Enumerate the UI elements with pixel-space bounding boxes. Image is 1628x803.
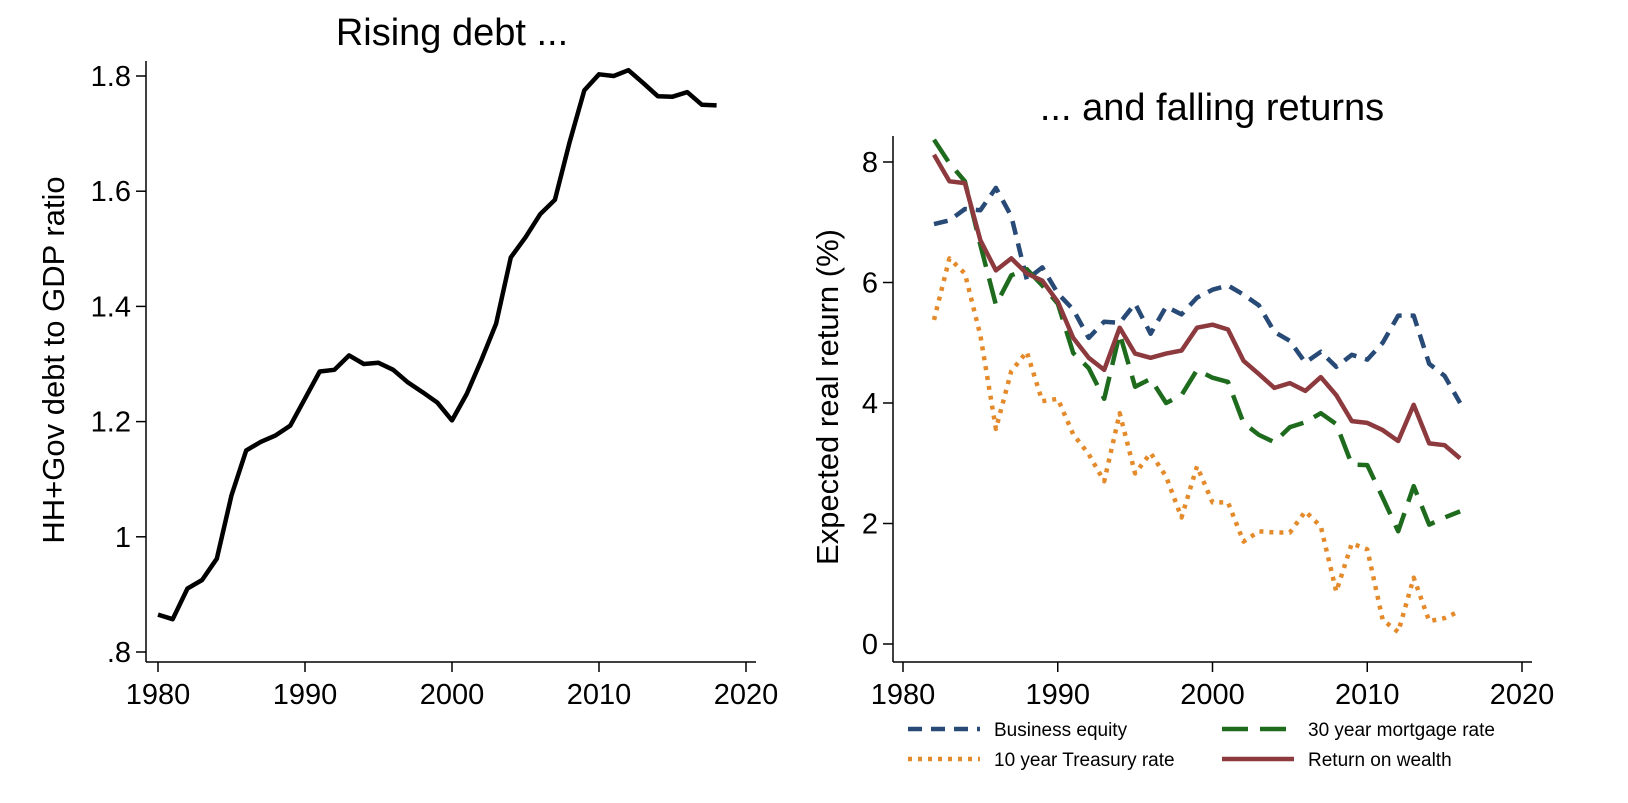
left-ticks: 1980 1990 2000 2010 2020 .8 1 1.2 1.4 1.6 1.8: [91, 61, 779, 711]
left-series-line-series: [157, 67, 717, 622]
right-series-line-10-year-treasury-rate: [931, 256, 1462, 635]
right-series-line-business-equity: [933, 185, 1463, 405]
left-y-tick-label: 1.2: [91, 407, 131, 439]
left-x-tick-label: 2020: [714, 679, 779, 711]
right-y-tick-label: 0: [862, 629, 878, 661]
legend-label-business-equity: Business equity: [994, 720, 1128, 741]
right-series: [931, 138, 1463, 635]
left-y-tick-label: 1: [115, 522, 131, 554]
legend-label-30-year-mortgage-rate: 30 year mortgage rate: [1308, 720, 1495, 741]
right-ticks: 1980 1990 2000 2010 2020 0 2 4 6 8: [862, 147, 1554, 711]
right-y-tick-label: 4: [862, 388, 878, 420]
left-x-tick-label: 1980: [126, 679, 191, 711]
left-x-tick-label: 2000: [420, 679, 485, 711]
right-y-tick-label: 2: [862, 509, 878, 541]
left-x-tick-label: 2010: [567, 679, 632, 711]
right-y-tick-label: 6: [862, 268, 878, 300]
left-chart-title: Rising debt ...: [336, 12, 568, 54]
left-x-tick-label: 1990: [273, 679, 338, 711]
legend-label-10-year-treasury-rate: 10 year Treasury rate: [994, 750, 1175, 771]
left-series: [157, 67, 717, 622]
right-x-tick-label: 2000: [1180, 679, 1245, 711]
right-series-line-return-on-wealth: [932, 153, 1462, 461]
right-series-line-30-year-mortgage-rate: [932, 138, 1461, 534]
left-panel: Rising debt ... HH+Gov debt to GDP ratio…: [36, 12, 778, 711]
legend-label-return-on-wealth: Return on wealth: [1308, 750, 1452, 771]
right-panel: ... and falling returns Expected real re…: [810, 87, 1554, 771]
left-y-tick-label: .8: [107, 637, 131, 669]
left-y-tick-label: 1.4: [91, 291, 131, 323]
legend: Business equity 30 year mortgage rate 10 y…: [908, 720, 1495, 771]
right-chart-title: ... and falling returns: [1040, 87, 1384, 129]
left-y-axis-label: HH+Gov debt to GDP ratio: [36, 176, 71, 543]
legend-item-10-year-treasury-rate: 10 year Treasury rate: [908, 750, 1175, 771]
right-x-tick-label: 2020: [1490, 679, 1555, 711]
legend-item-return-on-wealth: Return on wealth: [1222, 750, 1452, 771]
right-x-tick-label: 1990: [1025, 679, 1090, 711]
legend-item-30-year-mortgage-rate: 30 year mortgage rate: [1222, 720, 1495, 741]
right-y-axis-label: Expected real return (%): [810, 229, 845, 565]
right-x-tick-label: 2010: [1335, 679, 1400, 711]
legend-item-business-equity: Business equity: [908, 720, 1128, 741]
left-y-tick-label: 1.8: [91, 61, 131, 93]
left-y-tick-label: 1.6: [91, 176, 131, 208]
right-y-tick-label: 8: [862, 147, 878, 179]
right-x-tick-label: 1980: [871, 679, 936, 711]
